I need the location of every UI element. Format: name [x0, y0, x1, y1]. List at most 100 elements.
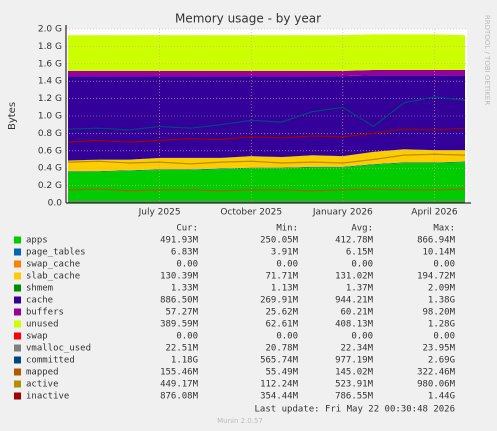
y-tick-label: 0.8 G — [38, 129, 62, 139]
legend-stat: 62.61M — [265, 320, 298, 330]
legend-stat: 25.62M — [265, 308, 298, 318]
legend-label: buffers — [26, 308, 64, 318]
x-tick-label: July 2025 — [138, 208, 181, 218]
y-tick-label: 0.2 G — [38, 181, 62, 191]
legend-swatch — [14, 332, 21, 340]
legend-stat: 944.21M — [335, 296, 374, 306]
legend-label: mapped — [26, 368, 59, 378]
legend-swatch — [14, 296, 21, 304]
legend-swatch — [14, 368, 21, 376]
legend-swatch — [14, 308, 21, 316]
legend-stat: 1.13M — [271, 284, 299, 294]
legend-stat: 3.91M — [271, 248, 299, 258]
legend-stat: 55.49M — [265, 368, 298, 378]
legend-swatch — [14, 260, 21, 268]
legend-stat: 354.44M — [260, 392, 299, 402]
legend-stat: 10.14M — [422, 248, 455, 258]
area-cache — [68, 75, 465, 161]
side-text: RRDTOOL / TOBI OETIKER — [483, 15, 491, 105]
line-mapped — [67, 188, 466, 192]
area-unused — [68, 34, 465, 71]
version: Munin 2.0.57 — [217, 417, 263, 425]
y-tick-label: 0.0 — [48, 199, 63, 209]
legend-stat: 71.71M — [265, 272, 298, 282]
legend-swatch — [14, 236, 21, 244]
line-inactive — [67, 127, 466, 143]
y-tick-label: 0.6 G — [38, 146, 62, 156]
y-tick-label: 0.4 G — [38, 164, 62, 174]
legend-swatch — [14, 320, 21, 328]
legend-label: active — [26, 380, 59, 390]
x-tick-label: April 2026 — [411, 208, 458, 218]
line-committed — [67, 96, 466, 131]
y-tick-label: 1.6 G — [38, 59, 62, 69]
legend-stat: 565.74M — [260, 356, 299, 366]
legend-stat: 866.94M — [417, 236, 456, 246]
legend-swatch — [14, 356, 21, 364]
legend-stat: 523.91M — [335, 380, 374, 390]
legend-stat: 876.08M — [160, 392, 199, 402]
legend-swatch — [14, 272, 21, 280]
legend-stat: 269.91M — [260, 296, 299, 306]
legend-header: Min: — [276, 224, 298, 234]
y-tick-label: 2.0 G — [38, 25, 62, 35]
legend-label: committed — [26, 356, 75, 366]
legend-stat: 60.21M — [340, 308, 373, 318]
legend-stat: 22.34M — [340, 344, 373, 354]
legend-swatch — [14, 392, 21, 400]
legend-label: inactive — [26, 392, 69, 402]
legend-label: unused — [26, 320, 59, 330]
legend-stat: 6.83M — [171, 248, 199, 258]
legend-stat: 886.50M — [160, 296, 199, 306]
legend-stat: 491.93M — [160, 236, 199, 246]
legend-header: Max: — [433, 224, 455, 234]
legend-stat: 0.00 — [433, 332, 455, 342]
legend-stat: 0.00 — [433, 260, 455, 270]
y-tick-label: 1.0 G — [38, 112, 62, 122]
legend-label: vmalloc_used — [26, 344, 91, 354]
legend-stat: 250.05M — [260, 236, 299, 246]
legend-stat: 1.28G — [428, 320, 455, 330]
area-page_tables — [68, 161, 465, 172]
legend-stat: 322.46M — [417, 368, 456, 378]
area-slab_cache — [68, 149, 465, 172]
line-active — [67, 153, 466, 165]
legend-stat: 23.95M — [422, 344, 455, 354]
legend-label: cache — [26, 296, 53, 306]
legend-stat: 1.38G — [428, 296, 455, 306]
x-tick-label: October 2025 — [220, 208, 282, 218]
legend-stat: 130.39M — [160, 272, 199, 282]
x-tick-label: January 2026 — [312, 208, 373, 218]
legend-swatch — [14, 248, 21, 256]
legend-stat: 57.27M — [165, 308, 198, 318]
area-buffers — [68, 70, 465, 77]
area-apps — [68, 162, 465, 203]
legend-stat: 6.15M — [346, 248, 374, 258]
y-tick-label: 1.2 G — [38, 94, 62, 104]
legend-label: swap_cache — [26, 260, 80, 270]
legend-stat: 20.78M — [265, 344, 298, 354]
legend-stat: 0.00 — [351, 260, 373, 270]
y-tick-label: 1.8 G — [38, 42, 62, 52]
legend-stat: 977.19M — [335, 356, 374, 366]
legend-stat: 2.09M — [428, 284, 456, 294]
legend-stat: 980.06M — [417, 380, 456, 390]
legend-label: swap — [26, 332, 48, 342]
legend-swatch — [14, 284, 21, 292]
footer: Last update: Fri May 22 00:30:48 2026 — [255, 405, 455, 415]
legend-stat: 194.72M — [417, 272, 456, 282]
legend-swatch — [14, 380, 21, 388]
legend-stat: 0.00 — [276, 332, 298, 342]
legend-stat: 0.00 — [276, 260, 298, 270]
legend-stat: 0.00 — [351, 332, 373, 342]
legend-stat: 412.78M — [335, 236, 374, 246]
legend-stat: 22.51M — [165, 344, 198, 354]
y-axis-label: Bytes — [7, 102, 18, 130]
legend-swatch — [14, 344, 21, 352]
legend-stat: 131.02M — [335, 272, 374, 282]
legend-stat: 449.17M — [160, 380, 199, 390]
legend-stat: 408.13M — [335, 320, 374, 330]
y-tick-label: 1.4 G — [38, 77, 62, 87]
legend-label: slab_cache — [26, 272, 80, 282]
